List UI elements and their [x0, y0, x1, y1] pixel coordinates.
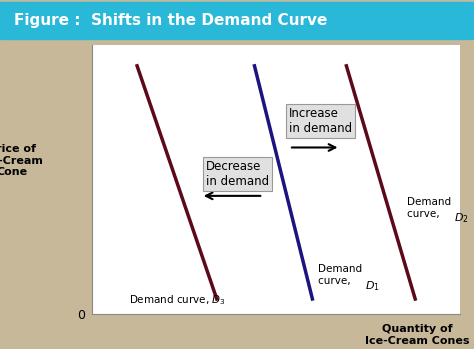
Text: Demand curve, $D_3$: Demand curve, $D_3$: [129, 294, 226, 307]
Text: $D_2$: $D_2$: [454, 211, 468, 225]
Text: $D_1$: $D_1$: [365, 279, 380, 292]
Text: Decrease
in demand: Decrease in demand: [206, 160, 269, 188]
FancyBboxPatch shape: [0, 2, 474, 40]
Text: 0: 0: [78, 309, 85, 322]
Text: Price of
Ice-Cream
Cone: Price of Ice-Cream Cone: [0, 144, 43, 177]
Text: Figure :  Shifts in the Demand Curve: Figure : Shifts in the Demand Curve: [14, 14, 328, 28]
Text: Demand
curve,: Demand curve,: [319, 264, 363, 286]
Text: Demand
curve,: Demand curve,: [407, 197, 451, 219]
Text: Increase
in demand: Increase in demand: [289, 106, 352, 135]
Text: Quantity of
Ice-Cream Cones: Quantity of Ice-Cream Cones: [365, 324, 469, 346]
